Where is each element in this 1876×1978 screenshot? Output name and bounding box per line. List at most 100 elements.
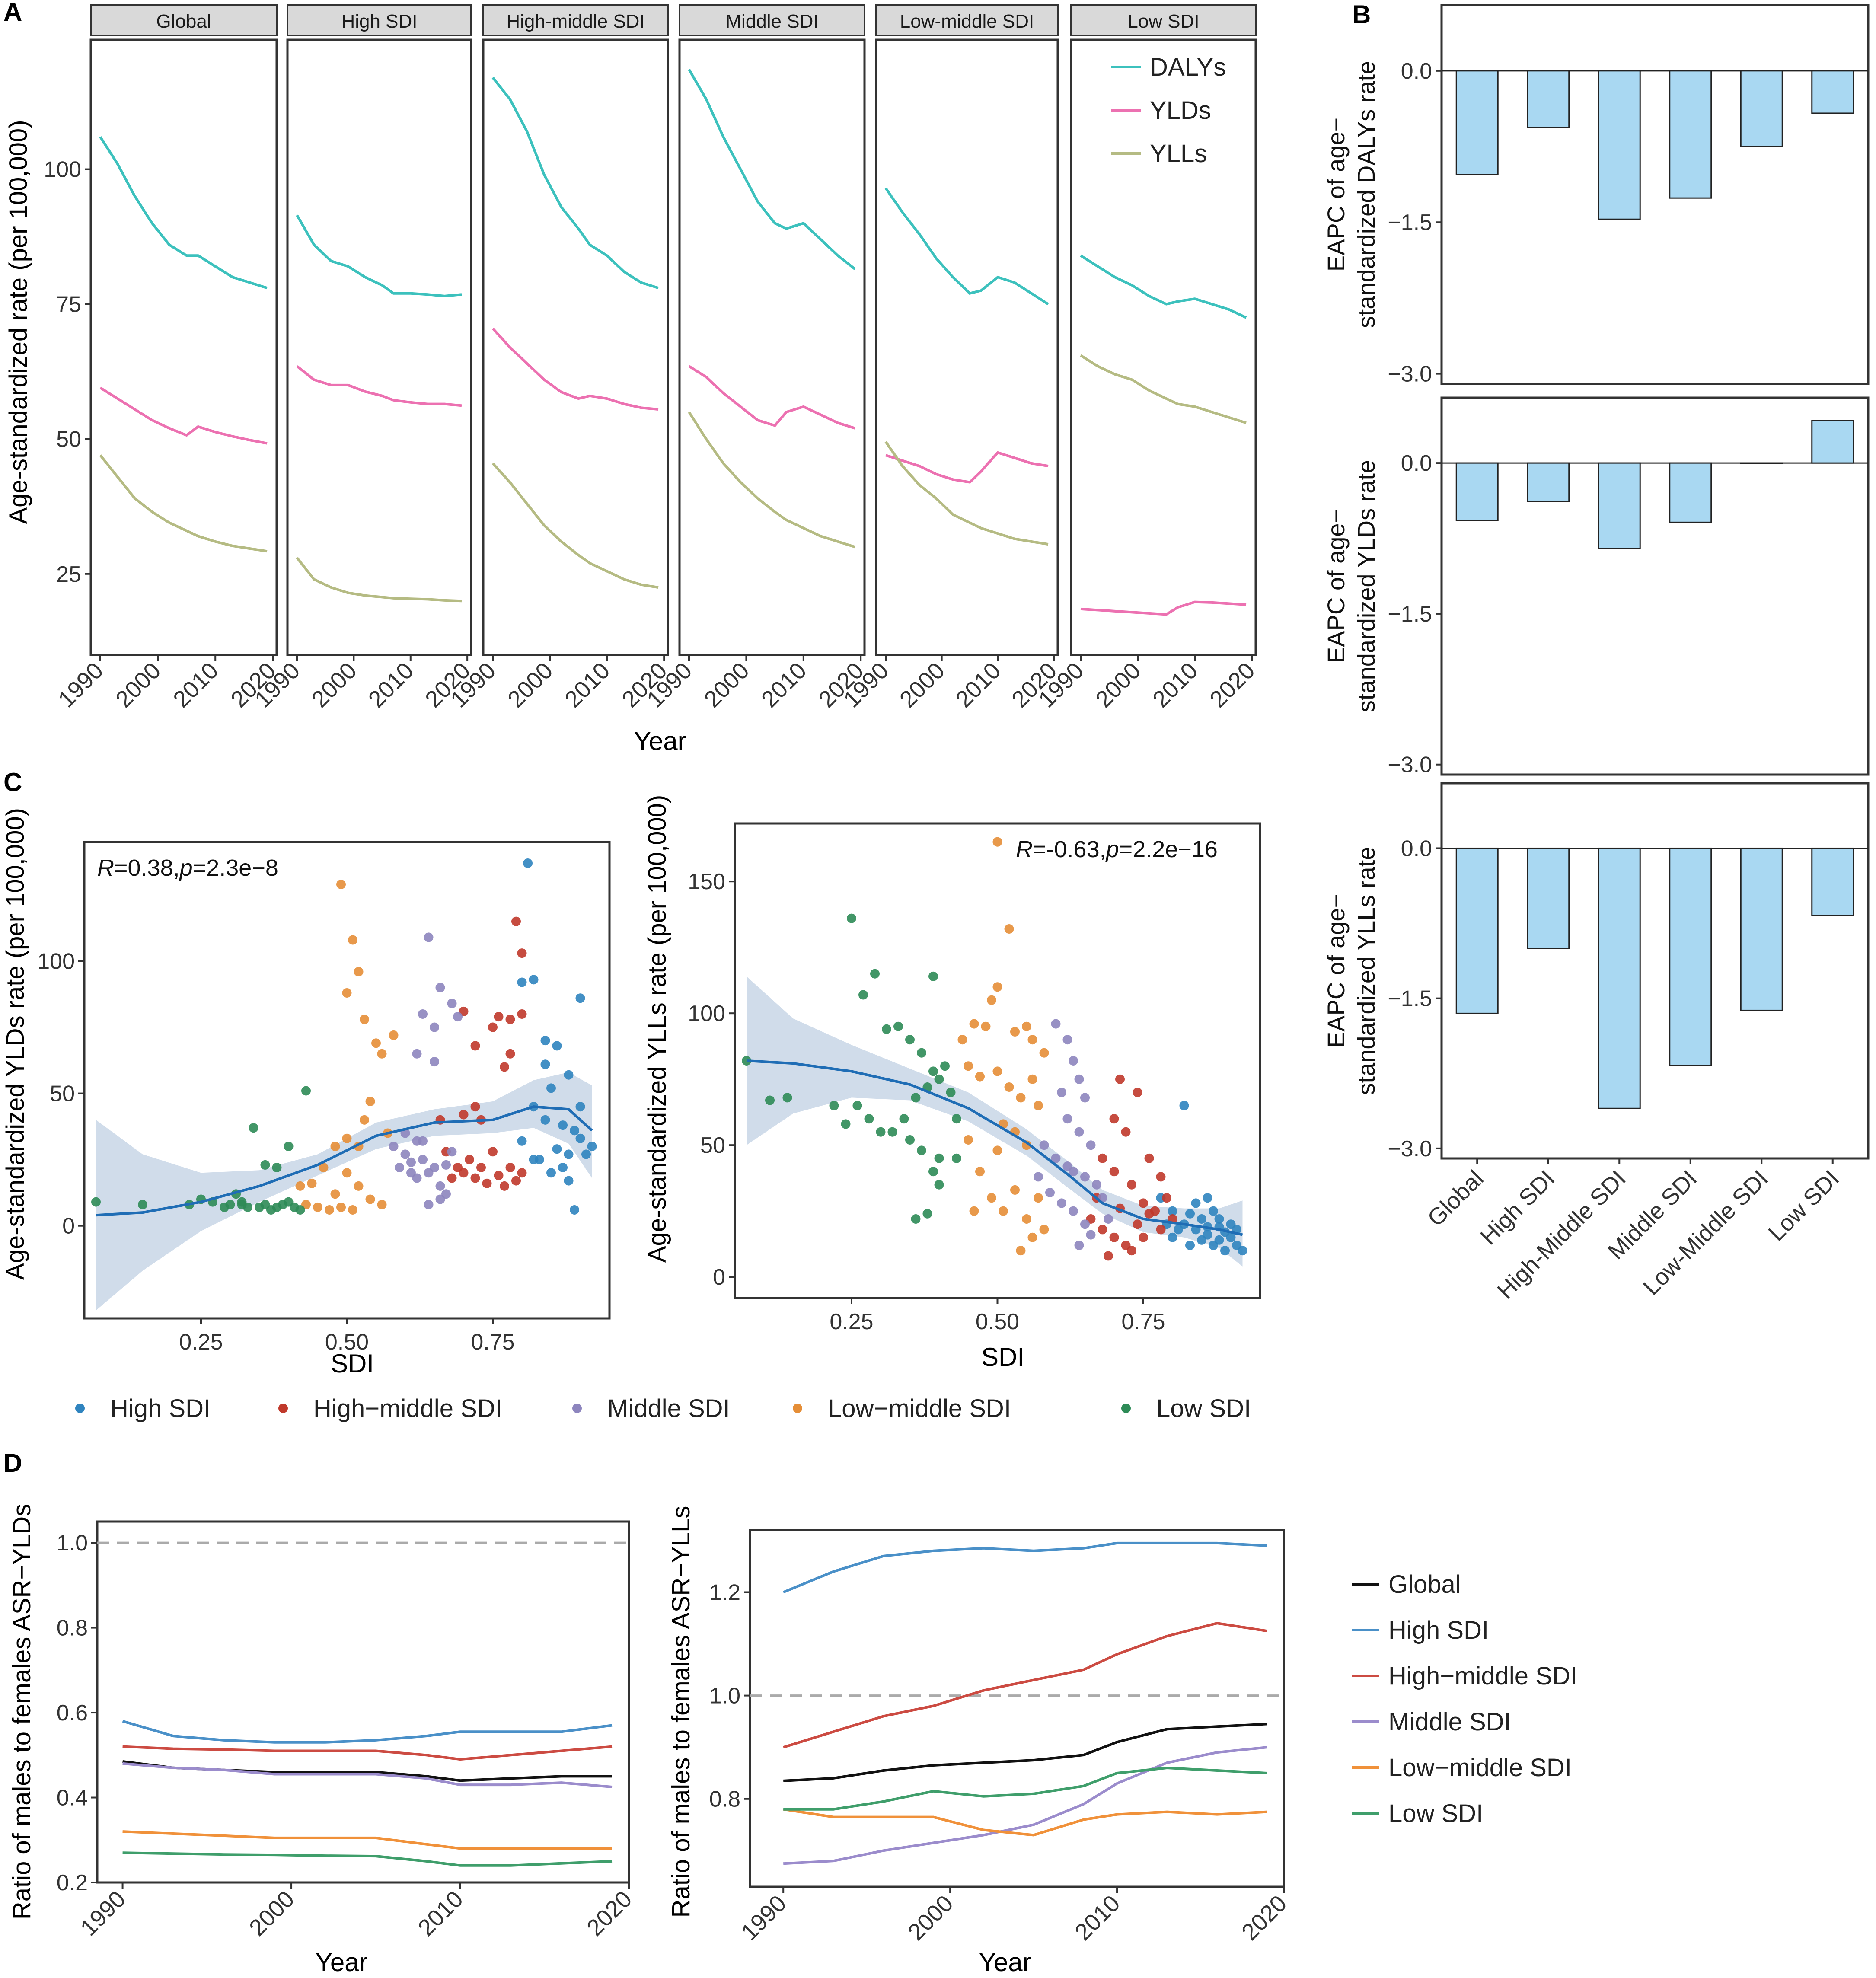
- scatter-point: [1074, 1127, 1084, 1137]
- scatter-point: [1034, 1172, 1043, 1182]
- y-tick-label: −1.5: [1388, 602, 1432, 627]
- series-line-dalys: [688, 69, 856, 270]
- eapc-ylabel: standardized YLDs rate: [1353, 460, 1380, 712]
- y-tick-label: 0.2: [57, 1870, 88, 1895]
- eapc-ylabel: EAPC of age−: [1322, 118, 1350, 271]
- panel-c1-ylabel: Age-standardized YLDs rate (per 100,000): [1, 808, 29, 1280]
- scatter-point: [1062, 1114, 1072, 1124]
- scatter-point: [1162, 1193, 1171, 1203]
- scatter-point: [517, 1009, 527, 1019]
- scatter-point: [377, 1200, 387, 1209]
- scatter-point: [1179, 1101, 1189, 1110]
- scatter-point: [435, 1194, 445, 1204]
- legend-key: [278, 1404, 288, 1413]
- facet-panel-border: [678, 38, 866, 656]
- legend-label: Low SDI: [1156, 1394, 1251, 1423]
- scatter-point: [1057, 1198, 1066, 1208]
- y-tick-label: 0.4: [57, 1786, 88, 1811]
- scatter-point: [459, 1110, 469, 1120]
- y-tick-label: 0.8: [57, 1616, 88, 1641]
- scatter-point: [354, 1181, 364, 1191]
- scatter-point: [1214, 1214, 1224, 1224]
- annotation-part: =2.3e−8: [193, 855, 278, 881]
- scatter-point: [564, 1176, 574, 1186]
- scatter-point: [1185, 1241, 1195, 1250]
- ratio-series-line: [783, 1622, 1267, 1749]
- ratio-series-line: [122, 1720, 613, 1744]
- y-tick-label: 100: [37, 949, 75, 974]
- scatter-point: [899, 1114, 909, 1124]
- scatter-point: [505, 1015, 515, 1024]
- facet-strip-label: High-middle SDI: [506, 11, 644, 32]
- scatter-point: [575, 1133, 585, 1143]
- scatter-point: [575, 993, 585, 1003]
- scatter-point: [476, 1163, 486, 1173]
- scatter-point: [969, 1019, 979, 1029]
- scatter-point: [424, 1200, 434, 1209]
- scatter-point: [558, 1120, 568, 1130]
- scatter-point: [1039, 1225, 1049, 1235]
- eapc-bar: [1598, 70, 1641, 220]
- ratio-series-line: [783, 1746, 1267, 1865]
- scatter-point: [765, 1095, 775, 1105]
- scatter-point: [441, 1160, 451, 1170]
- scatter-point: [858, 990, 868, 1000]
- scatter-point: [552, 1144, 562, 1154]
- annotation-part: p: [1105, 836, 1119, 862]
- legend-label: Low−middle SDI: [1388, 1754, 1572, 1782]
- scatter-point: [389, 1030, 399, 1040]
- y-tick-label: 150: [688, 869, 725, 894]
- x-tick-label: 0.25: [179, 1330, 223, 1355]
- scatter-point: [587, 1142, 597, 1152]
- legend-label-ylls: YLLs: [1150, 140, 1207, 168]
- panel-d2-ylabel: Ratio of males to females ASR−YLLs: [667, 1506, 695, 1918]
- scatter-point: [1069, 1167, 1078, 1177]
- scatter-point: [917, 1145, 926, 1155]
- scatter-point: [354, 967, 364, 976]
- scatter-point: [946, 1088, 956, 1097]
- y-tick-label: 50: [50, 1082, 75, 1107]
- smooth-line: [746, 1059, 1243, 1236]
- y-tick-label: 1.0: [57, 1531, 88, 1556]
- scatter-point: [360, 1015, 369, 1024]
- confidence-band: [96, 1072, 592, 1311]
- annotation-part: =0.38,: [114, 855, 180, 881]
- scatter-point: [1051, 1153, 1061, 1163]
- series-line-dalys: [99, 136, 268, 290]
- scatter-point: [488, 1022, 498, 1032]
- scatter-point: [981, 1021, 991, 1031]
- scatter-point: [249, 1123, 258, 1133]
- scatter-point: [389, 1142, 399, 1152]
- scatter-point: [505, 1163, 515, 1173]
- scatter-point: [1109, 1167, 1119, 1177]
- scatter-point: [430, 1022, 439, 1032]
- y-tick-label: −1.5: [1388, 210, 1432, 235]
- scatter-point: [406, 1168, 416, 1178]
- scatter-point: [558, 1163, 568, 1173]
- scatter-point: [330, 1142, 340, 1152]
- ratio-series-line: [122, 1745, 613, 1761]
- scatter-point: [852, 1101, 862, 1110]
- legend-label: High SDI: [110, 1394, 211, 1423]
- scatter-point: [893, 1021, 903, 1031]
- series-line-dalys: [296, 214, 462, 297]
- eapc-bar: [1811, 847, 1854, 916]
- ratio-series-line: [783, 1723, 1267, 1782]
- eapc-bar: [1740, 70, 1783, 147]
- scatter-point: [336, 879, 346, 889]
- facet-panel-border: [89, 38, 278, 656]
- scatter-point: [424, 932, 434, 942]
- scatter-point: [459, 1168, 469, 1178]
- panel-label-d: D: [3, 1448, 22, 1477]
- series-line-ylls: [99, 454, 268, 553]
- scatter-point: [940, 1061, 950, 1071]
- eapc-ylabel: standardized DALYs rate: [1353, 61, 1380, 328]
- y-tick-label: 0.0: [1401, 451, 1432, 476]
- scatter-point: [418, 1009, 428, 1019]
- scatter-point: [847, 913, 856, 923]
- scatter-point: [540, 1036, 550, 1046]
- x-tick-label: 0.50: [325, 1330, 369, 1355]
- scatter-point: [905, 1135, 915, 1145]
- eapc-panel-border: [1440, 396, 1870, 776]
